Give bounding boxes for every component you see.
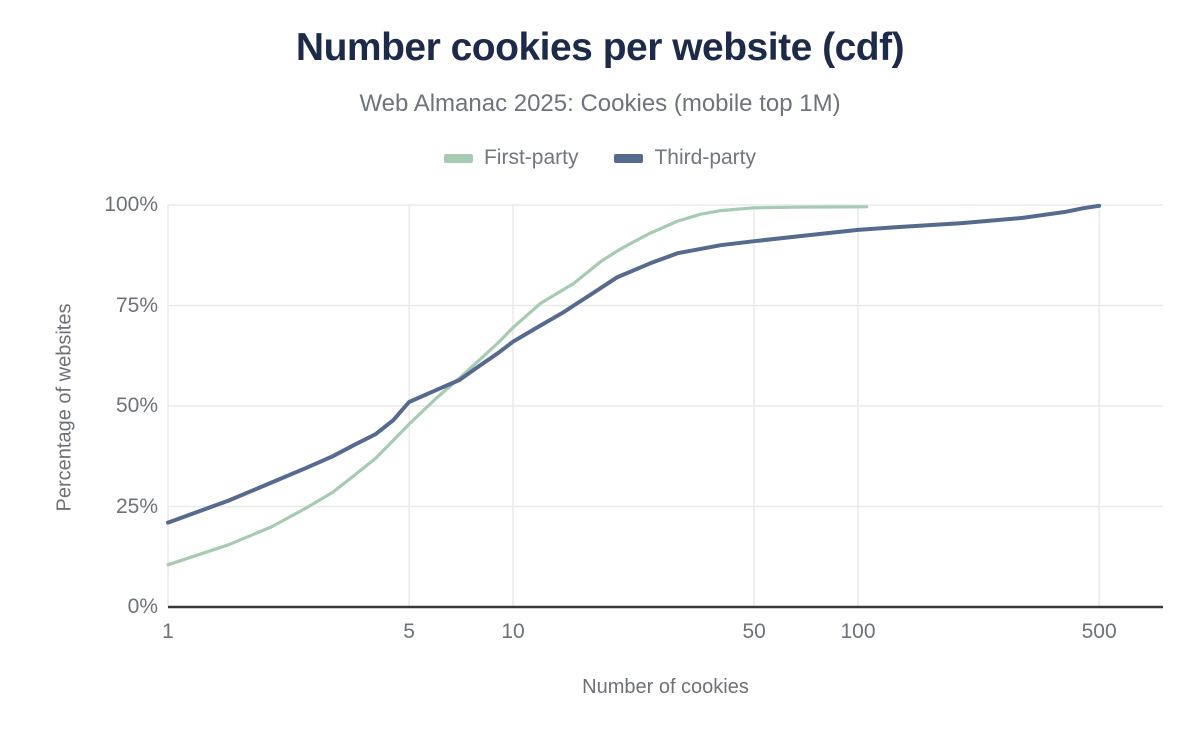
x-tick-label: 500: [1081, 620, 1117, 643]
legend-label-first-party: First-party: [483, 146, 579, 169]
y-axis-title: Percentage of websites: [53, 303, 76, 512]
x-tick-label: 100: [840, 620, 876, 643]
x-axis-title: Number of cookies: [582, 676, 749, 698]
x-tick-label: 10: [501, 620, 525, 643]
y-tick-label: 50%: [115, 394, 158, 417]
legend: First-party Third-party: [0, 146, 1200, 170]
x-tick-label: 5: [403, 620, 415, 643]
y-tick-label: 25%: [115, 494, 158, 518]
legend-item-first-party[interactable]: First-party: [443, 146, 579, 170]
legend-label-third-party: Third-party: [654, 146, 757, 169]
chart-title: Number cookies per website (cdf): [295, 26, 905, 69]
y-tick-label: 100%: [104, 193, 158, 216]
y-tick-label: 0%: [127, 595, 158, 618]
series-line-first-party[interactable]: [166, 205, 869, 567]
series-line-third-party[interactable]: [166, 203, 1102, 525]
y-tick-label: 75%: [115, 293, 158, 317]
x-tick-label: 1: [162, 620, 174, 643]
chart-subtitle: Web Almanac 2025: Cookies (mobile top 1M…: [359, 90, 841, 117]
first-party-swatch-icon: [443, 153, 473, 163]
legend-item-third-party[interactable]: Third-party: [614, 146, 756, 170]
x-tick-label: 50: [742, 620, 766, 643]
third-party-swatch-icon: [614, 153, 644, 163]
